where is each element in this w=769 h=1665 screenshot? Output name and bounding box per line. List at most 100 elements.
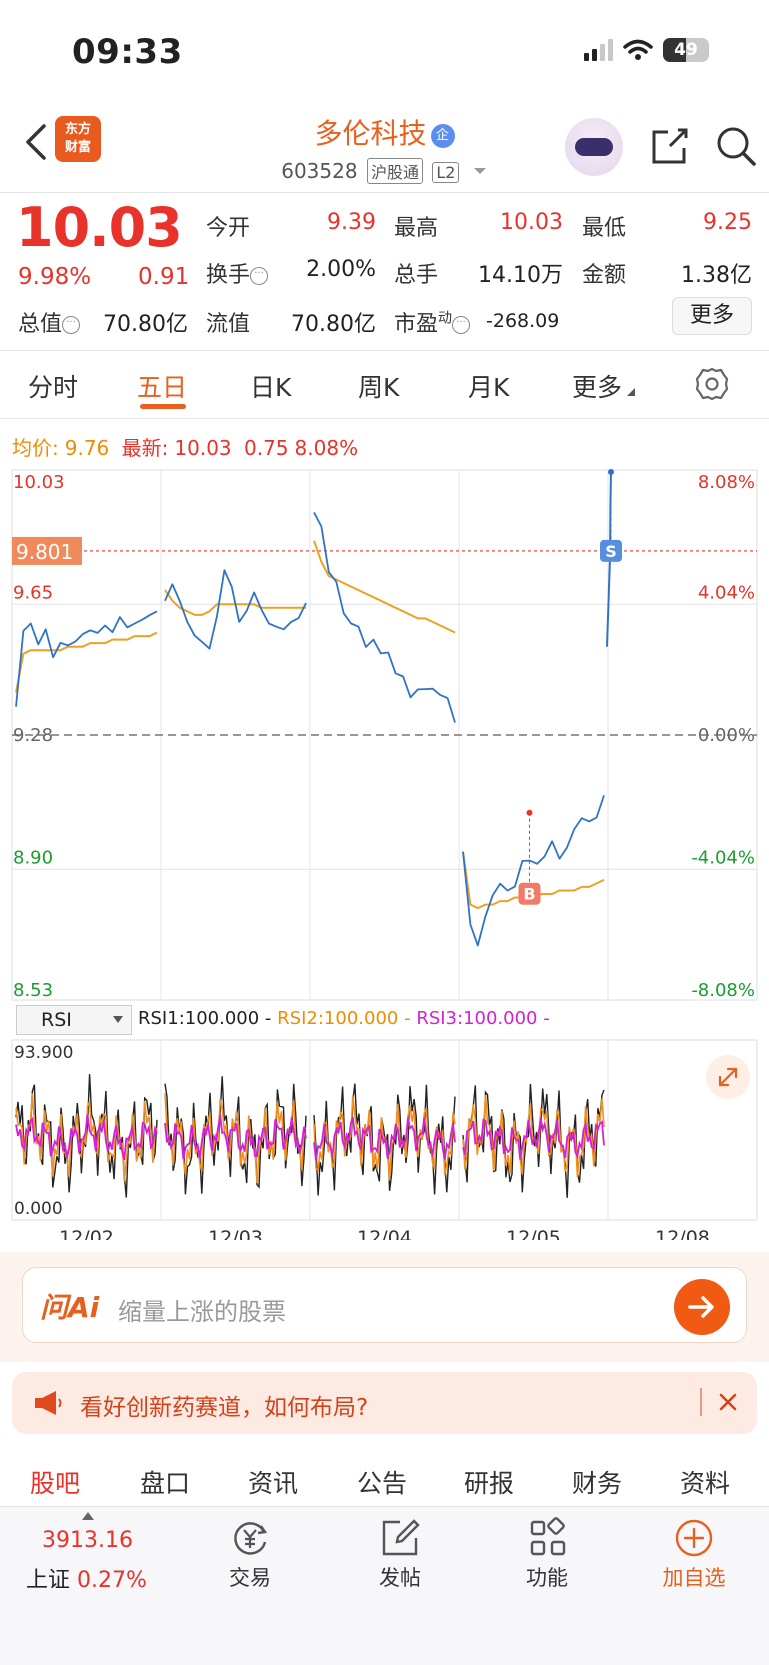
megaphone-icon xyxy=(35,1391,62,1415)
change-percent: 9.98% xyxy=(18,264,92,290)
status-icons: 49 xyxy=(584,38,709,62)
tab-monthly-k[interactable]: 月K xyxy=(468,373,510,402)
close-icon[interactable] xyxy=(714,1388,742,1416)
tab-announcements[interactable]: 公告 xyxy=(357,1469,408,1498)
rsi-bottom-label: 0.000 xyxy=(14,1199,63,1219)
wifi-icon xyxy=(623,39,653,60)
rsi1-line xyxy=(164,1076,307,1195)
caret-down-icon[interactable] xyxy=(472,166,488,176)
mktcap-label[interactable]: 总值 ··· xyxy=(18,306,81,338)
float-label: 流值 xyxy=(206,312,251,337)
price-line xyxy=(313,511,456,723)
arrow-right-icon xyxy=(688,1296,714,1318)
rsi3-line xyxy=(164,1114,307,1160)
search-icon[interactable] xyxy=(714,124,758,168)
trade-label[interactable]: 交易 xyxy=(229,1566,271,1590)
chart-grid xyxy=(11,469,758,1001)
tab-intraday[interactable]: 分时 xyxy=(28,373,79,402)
level-tag: L2 xyxy=(432,162,460,183)
date-label: 12/08 xyxy=(655,1227,710,1240)
trade-icon[interactable] xyxy=(228,1516,272,1560)
stock-code: 603528 xyxy=(281,159,358,183)
more-button[interactable]: 更多 xyxy=(672,297,752,335)
amount-value: 1.38亿 xyxy=(681,263,752,288)
battery-icon: 49 xyxy=(663,38,709,62)
price-line xyxy=(164,569,307,650)
ai-search-input[interactable]: 缩量上涨的股票 xyxy=(118,1298,286,1326)
y-axis-left-label: 10.03 xyxy=(13,472,65,493)
tab-news[interactable]: 资讯 xyxy=(248,1469,299,1498)
ai-submit-button[interactable] xyxy=(674,1279,730,1335)
sell-marker-badge[interactable] xyxy=(600,539,622,562)
index-name: 上证 xyxy=(26,1568,71,1593)
current-price: 10.03 xyxy=(16,196,183,259)
price-marker-value: 9.801 xyxy=(16,540,73,564)
tab-finance[interactable]: 财务 xyxy=(572,1469,623,1498)
add-watchlist-icon[interactable] xyxy=(672,1516,716,1560)
five-day-chart[interactable]: B S 93.900 0.000 10.03 9.65 9.28 8.90 8.53 8.08… xyxy=(0,460,769,1240)
tab-weekly-k[interactable]: 周K xyxy=(358,373,400,402)
divider xyxy=(0,418,769,419)
date-label: 12/05 xyxy=(506,1227,561,1240)
index-line[interactable]: 上证 0.27% xyxy=(26,1562,147,1594)
gear-icon[interactable] xyxy=(694,366,730,402)
ai-robot-avatar[interactable] xyxy=(565,118,623,176)
low-label: 最低 xyxy=(582,216,627,241)
info-icon[interactable]: ··· xyxy=(62,316,81,334)
rsi1-line xyxy=(462,1083,605,1198)
caret-up-icon xyxy=(82,1512,94,1520)
buy-marker-badge[interactable] xyxy=(518,882,541,905)
rsi3-line xyxy=(462,1117,605,1160)
price-line xyxy=(606,469,612,647)
rsi3-line xyxy=(313,1116,456,1161)
y-axis-right-label: 4.04% xyxy=(698,582,755,603)
turnover-value: 2.00% xyxy=(306,257,376,282)
y-axis-left-label: 9.28 xyxy=(13,725,53,746)
amount-label: 金额 xyxy=(582,263,627,288)
open-label: 今开 xyxy=(206,216,251,241)
tab-profile[interactable]: 资料 xyxy=(680,1469,731,1498)
index-value[interactable]: 3913.16 xyxy=(42,1528,133,1553)
index-percent: 0.27% xyxy=(77,1568,147,1593)
info-icon[interactable]: ··· xyxy=(452,316,471,334)
float-value: 70.80亿 xyxy=(291,312,376,337)
info-icon[interactable]: ··· xyxy=(250,267,269,285)
buy-marker-dot xyxy=(526,809,533,816)
tab-research[interactable]: 研报 xyxy=(464,1469,515,1498)
y-axis-left-label: 8.53 xyxy=(13,980,53,1001)
grid-function-icon[interactable] xyxy=(526,1516,570,1560)
edit-post-icon[interactable] xyxy=(378,1516,422,1560)
y-axis-left-label: 8.90 xyxy=(13,847,53,868)
status-time: 09:33 xyxy=(72,32,183,72)
tab-five-day[interactable]: 五日 xyxy=(137,373,188,402)
back-arrow-icon[interactable] xyxy=(18,120,58,164)
banner-text[interactable]: 看好创新药赛道，如何布局? xyxy=(80,1395,369,1421)
pe-label[interactable]: 市盈动 ··· xyxy=(394,306,471,338)
tab-daily-k[interactable]: 日K xyxy=(250,373,292,402)
expand-button[interactable] xyxy=(706,1055,750,1099)
share-icon[interactable] xyxy=(648,124,692,168)
avg-price-line xyxy=(313,540,456,634)
rsi-legend: RSI1:100.000 - RSI2:100.000 - RSI3:100.0… xyxy=(138,1008,550,1029)
tab-guba[interactable]: 股吧 xyxy=(30,1469,81,1498)
banner-divider xyxy=(700,1388,702,1416)
ai-search-box[interactable] xyxy=(22,1267,747,1343)
post-label[interactable]: 发帖 xyxy=(379,1566,421,1590)
divider xyxy=(0,350,769,351)
function-label[interactable]: 功能 xyxy=(526,1566,568,1590)
turnover-label[interactable]: 换手 ··· xyxy=(206,257,269,289)
indicator-select[interactable]: RSI xyxy=(16,1005,132,1035)
mktcap-value: 70.80亿 xyxy=(103,312,188,337)
app-logo: 东方 财富 xyxy=(55,116,101,162)
tab-more[interactable]: 更多 xyxy=(572,368,636,404)
rsi-frame xyxy=(11,1039,758,1221)
market-tag: 沪股通 xyxy=(366,158,423,184)
stock-code-line[interactable]: 603528 沪股通 L2 xyxy=(0,158,769,184)
date-label: 12/04 xyxy=(357,1227,412,1240)
low-value: 9.25 xyxy=(703,210,752,235)
ai-logo: 问Ai xyxy=(40,1291,100,1324)
promo-banner[interactable] xyxy=(12,1372,757,1434)
enterprise-badge: 企 xyxy=(430,124,455,148)
tab-pankou[interactable]: 盘口 xyxy=(140,1469,191,1498)
add-watchlist-label[interactable]: 加自选 xyxy=(662,1566,726,1590)
